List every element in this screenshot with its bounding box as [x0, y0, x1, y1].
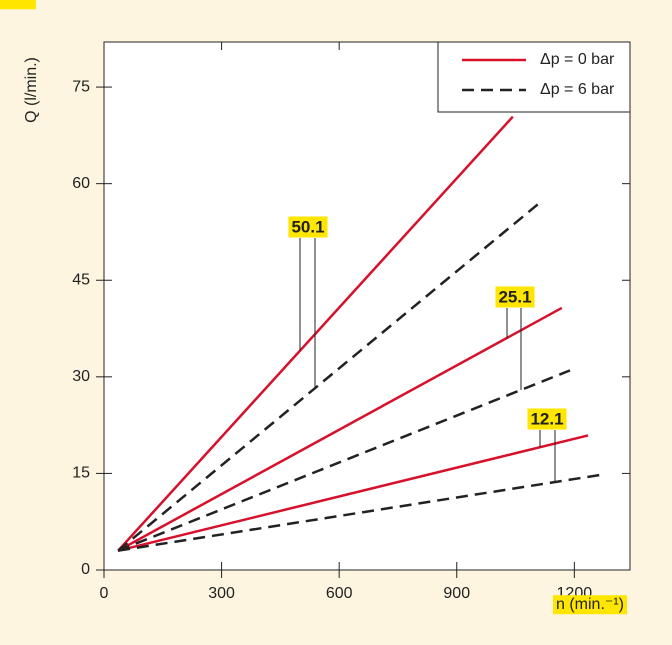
annotation: 12.1 — [530, 409, 563, 428]
series-line — [117, 306, 563, 552]
x-axis-label: n (min.⁻¹) — [556, 596, 624, 613]
legend-label: Δp = 6 bar — [540, 81, 615, 98]
annotation-highlight — [288, 216, 328, 238]
y-tick-label: 30 — [72, 368, 90, 385]
series-line — [117, 200, 542, 552]
y-tick-label: 15 — [72, 465, 90, 482]
legend-label: Δp = 0 bar — [540, 51, 615, 68]
series-line — [117, 434, 589, 552]
series-line — [117, 473, 602, 552]
legend-box — [437, 41, 631, 113]
y-tick-label: 0 — [81, 561, 90, 578]
annotation-highlight — [495, 286, 535, 308]
series-line — [117, 369, 571, 552]
plot-area — [103, 41, 631, 571]
x-tick-label: 0 — [100, 585, 109, 602]
y-axis-label: Q (l/min.) — [23, 57, 40, 123]
x-tick-label: 900 — [443, 585, 470, 602]
y-label-highlight — [0, 0, 36, 10]
annotation: 50.1 — [291, 217, 324, 236]
y-tick-label: 60 — [72, 175, 90, 192]
x-tick-label: 600 — [326, 585, 353, 602]
annotation: 25.1 — [498, 287, 531, 306]
y-tick-label: 75 — [72, 78, 90, 95]
y-tick-label: 45 — [72, 271, 90, 288]
annotation-highlight — [527, 408, 567, 430]
x-tick-label: 300 — [208, 585, 235, 602]
x-label-highlight — [553, 595, 627, 615]
